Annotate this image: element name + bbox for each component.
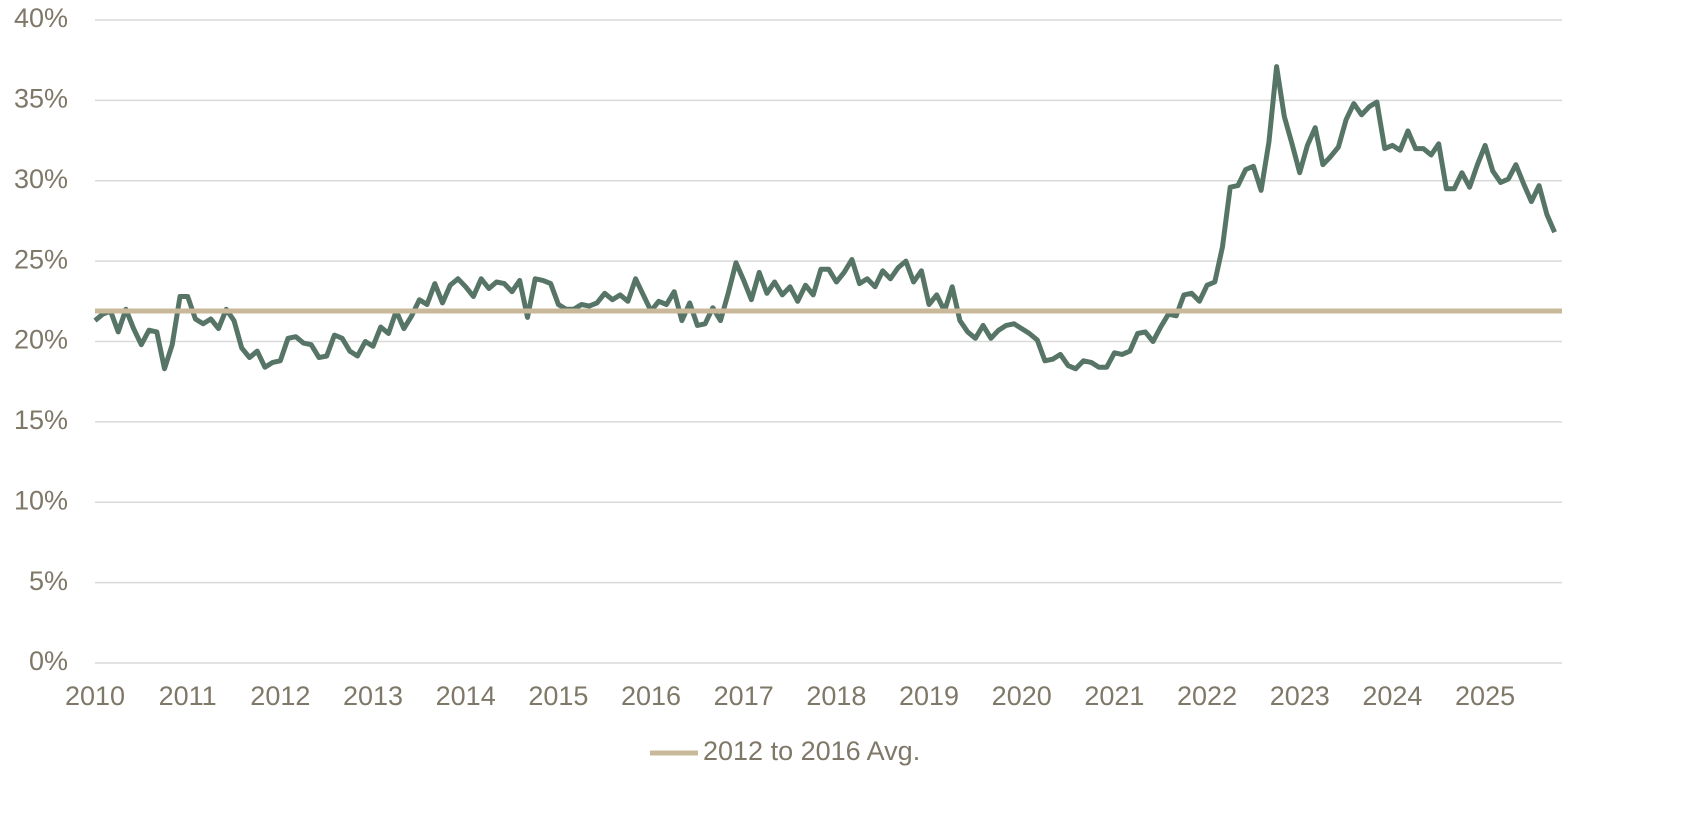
x-tick-label: 2015 bbox=[528, 681, 588, 711]
x-tick-label: 2014 bbox=[436, 681, 496, 711]
y-tick-label: 30% bbox=[14, 164, 68, 194]
x-tick-label: 2012 bbox=[250, 681, 310, 711]
y-tick-label: 35% bbox=[14, 84, 68, 114]
x-tick-label: 2016 bbox=[621, 681, 681, 711]
y-tick-label: 10% bbox=[14, 485, 68, 515]
x-tick-label: 2022 bbox=[1177, 681, 1237, 711]
y-tick-label: 20% bbox=[14, 325, 68, 355]
x-tick-label: 2023 bbox=[1270, 681, 1330, 711]
x-tick-label: 2025 bbox=[1455, 681, 1515, 711]
y-tick-label: 5% bbox=[29, 566, 68, 596]
x-tick-label: 2021 bbox=[1084, 681, 1144, 711]
y-tick-label: 15% bbox=[14, 405, 68, 435]
y-tick-label: 25% bbox=[14, 244, 68, 274]
x-tick-label: 2013 bbox=[343, 681, 403, 711]
legend-label: 2012 to 2016 Avg. bbox=[703, 736, 920, 766]
y-tick-label: 40% bbox=[14, 3, 68, 33]
x-tick-label: 2010 bbox=[65, 681, 125, 711]
x-tick-label: 2017 bbox=[714, 681, 774, 711]
line-series bbox=[93, 64, 1557, 372]
x-tick-label: 2018 bbox=[806, 681, 866, 711]
y-tick-label: 0% bbox=[29, 646, 68, 676]
x-tick-label: 2020 bbox=[992, 681, 1052, 711]
x-tick-label: 2024 bbox=[1362, 681, 1422, 711]
x-tick-label: 2019 bbox=[899, 681, 959, 711]
x-tick-label: 2011 bbox=[159, 681, 217, 711]
